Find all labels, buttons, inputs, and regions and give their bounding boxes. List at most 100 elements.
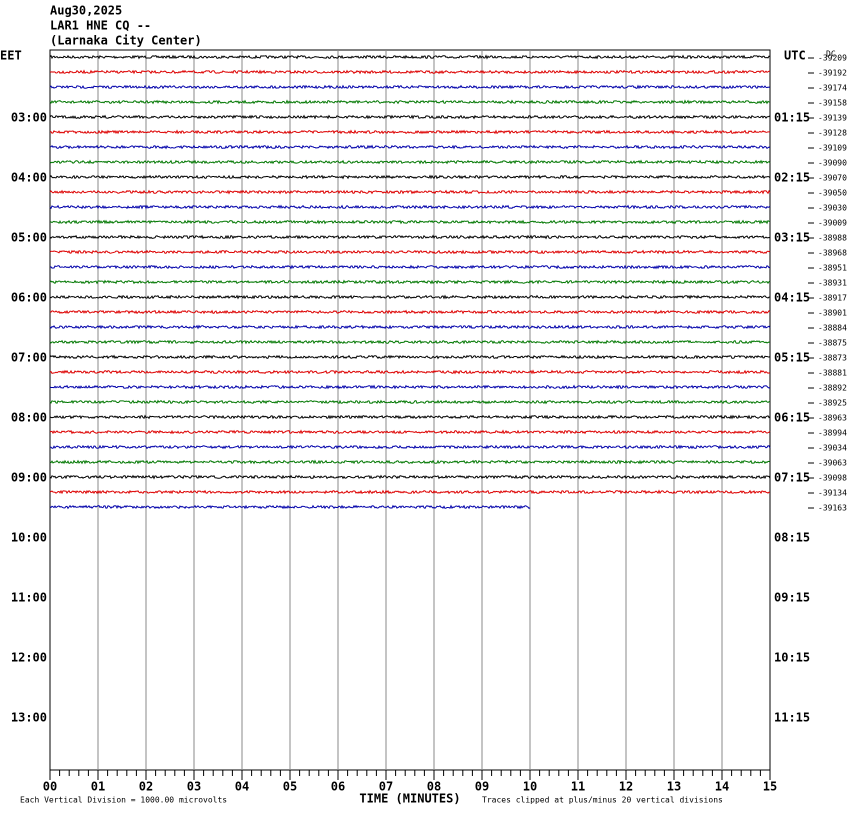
left-hour-label: 11:00 — [11, 591, 47, 605]
x-axis-title: TIME (MINUTES) — [359, 792, 460, 806]
x-tick-label: 13 — [667, 780, 681, 794]
station: LAR1 HNE CQ -- — [50, 19, 151, 33]
trace-offset: -38963 — [818, 414, 847, 423]
x-tick-label: 06 — [331, 780, 345, 794]
trace-offset: -39090 — [818, 159, 847, 168]
x-tick-label: 05 — [283, 780, 297, 794]
trace — [49, 279, 771, 285]
x-tick-label: 07 — [379, 780, 393, 794]
scale-note: Each Vertical Division = 1000.00 microvo… — [20, 796, 227, 805]
trace-offset: -38994 — [818, 429, 847, 438]
trace-offset: -38925 — [818, 399, 847, 408]
trace — [49, 429, 771, 435]
trace-offset: -39139 — [818, 114, 847, 123]
right-hour-label: 01:15 — [774, 111, 810, 125]
x-tick-label: 00 — [43, 780, 57, 794]
date: Aug30,2025 — [50, 4, 122, 18]
x-tick-label: 11 — [571, 780, 585, 794]
right-hour-label: 09:15 — [774, 591, 810, 605]
plot-frame — [49, 49, 771, 771]
x-tick-label: 10 — [523, 780, 537, 794]
left-hour-label: 08:00 — [11, 411, 47, 425]
trace — [49, 69, 771, 75]
trace-offset: -39009 — [818, 219, 847, 228]
trace — [49, 114, 771, 120]
trace-offset: -38873 — [818, 354, 847, 363]
trace — [49, 249, 771, 255]
trace — [49, 189, 771, 195]
trace-offset: -39050 — [818, 189, 847, 198]
right-axis-title: UTC — [784, 49, 806, 63]
trace — [49, 54, 771, 60]
trace — [49, 459, 771, 465]
right-hour-label: 05:15 — [774, 351, 810, 365]
trace — [49, 144, 771, 150]
right-hour-label: 08:15 — [774, 531, 810, 545]
right-hour-label: 02:15 — [774, 171, 810, 185]
trace — [49, 204, 771, 210]
right-hour-label: 07:15 — [774, 471, 810, 485]
left-hour-label: 07:00 — [11, 351, 47, 365]
trace — [49, 99, 770, 105]
trace-offset: -39070 — [818, 174, 847, 183]
right-hour-label: 11:15 — [774, 711, 810, 725]
left-hour-label: 06:00 — [11, 291, 47, 305]
trace-offset: -39209 — [818, 54, 847, 63]
trace-offset: -39034 — [818, 444, 847, 453]
x-tick-label: 03 — [187, 780, 201, 794]
left-hour-label: 09:00 — [11, 471, 47, 485]
x-tick-label: 12 — [619, 780, 633, 794]
trace — [49, 324, 771, 330]
trace — [49, 174, 771, 180]
trace-offset: -39158 — [818, 99, 847, 108]
trace-offset: -39098 — [818, 474, 847, 483]
x-tick-label: 15 — [763, 780, 777, 794]
trace-offset: -39163 — [818, 504, 847, 513]
right-hour-label: 04:15 — [774, 291, 810, 305]
left-hour-label: 12:00 — [11, 651, 47, 665]
x-tick-label: 14 — [715, 780, 729, 794]
x-tick-label: 01 — [91, 780, 105, 794]
trace-offset: -38951 — [818, 264, 847, 273]
trace — [49, 354, 771, 360]
left-hour-label: 10:00 — [11, 531, 47, 545]
trace-offset: -38901 — [818, 309, 847, 318]
trace — [49, 399, 771, 405]
trace — [49, 474, 771, 480]
trace — [49, 264, 771, 270]
right-hour-label: 10:15 — [774, 651, 810, 665]
trace-offset: -38988 — [818, 234, 847, 243]
location: (Larnaka City Center) — [50, 34, 202, 48]
x-tick-label: 08 — [427, 780, 441, 794]
trace — [49, 309, 771, 315]
trace — [49, 234, 771, 240]
trace-offset: -39109 — [818, 144, 847, 153]
clip-note: Traces clipped at plus/minus 20 vertical… — [482, 796, 723, 805]
left-hour-label: 03:00 — [11, 111, 47, 125]
trace — [49, 414, 771, 420]
left-hour-label: 05:00 — [11, 231, 47, 245]
left-hour-label: 13:00 — [11, 711, 47, 725]
trace — [49, 159, 771, 165]
trace-offset: -38881 — [818, 369, 847, 378]
dc-label: DC — [826, 50, 836, 59]
trace — [49, 219, 771, 225]
trace-offset: -38884 — [818, 324, 847, 333]
trace-offset: -39192 — [818, 69, 847, 78]
trace-offset: -39030 — [818, 204, 847, 213]
trace — [49, 444, 771, 450]
trace — [49, 129, 770, 135]
x-tick-label: 09 — [475, 780, 489, 794]
trace — [49, 369, 771, 375]
trace — [49, 339, 771, 345]
left-axis-title: EET — [0, 49, 22, 63]
trace-offset: -39174 — [818, 84, 847, 93]
trace-offset: -38968 — [818, 249, 847, 258]
trace-offset: -39063 — [818, 459, 847, 468]
trace — [49, 504, 531, 510]
x-tick-label: 02 — [139, 780, 153, 794]
trace — [49, 294, 770, 300]
right-hour-label: 03:15 — [774, 231, 810, 245]
